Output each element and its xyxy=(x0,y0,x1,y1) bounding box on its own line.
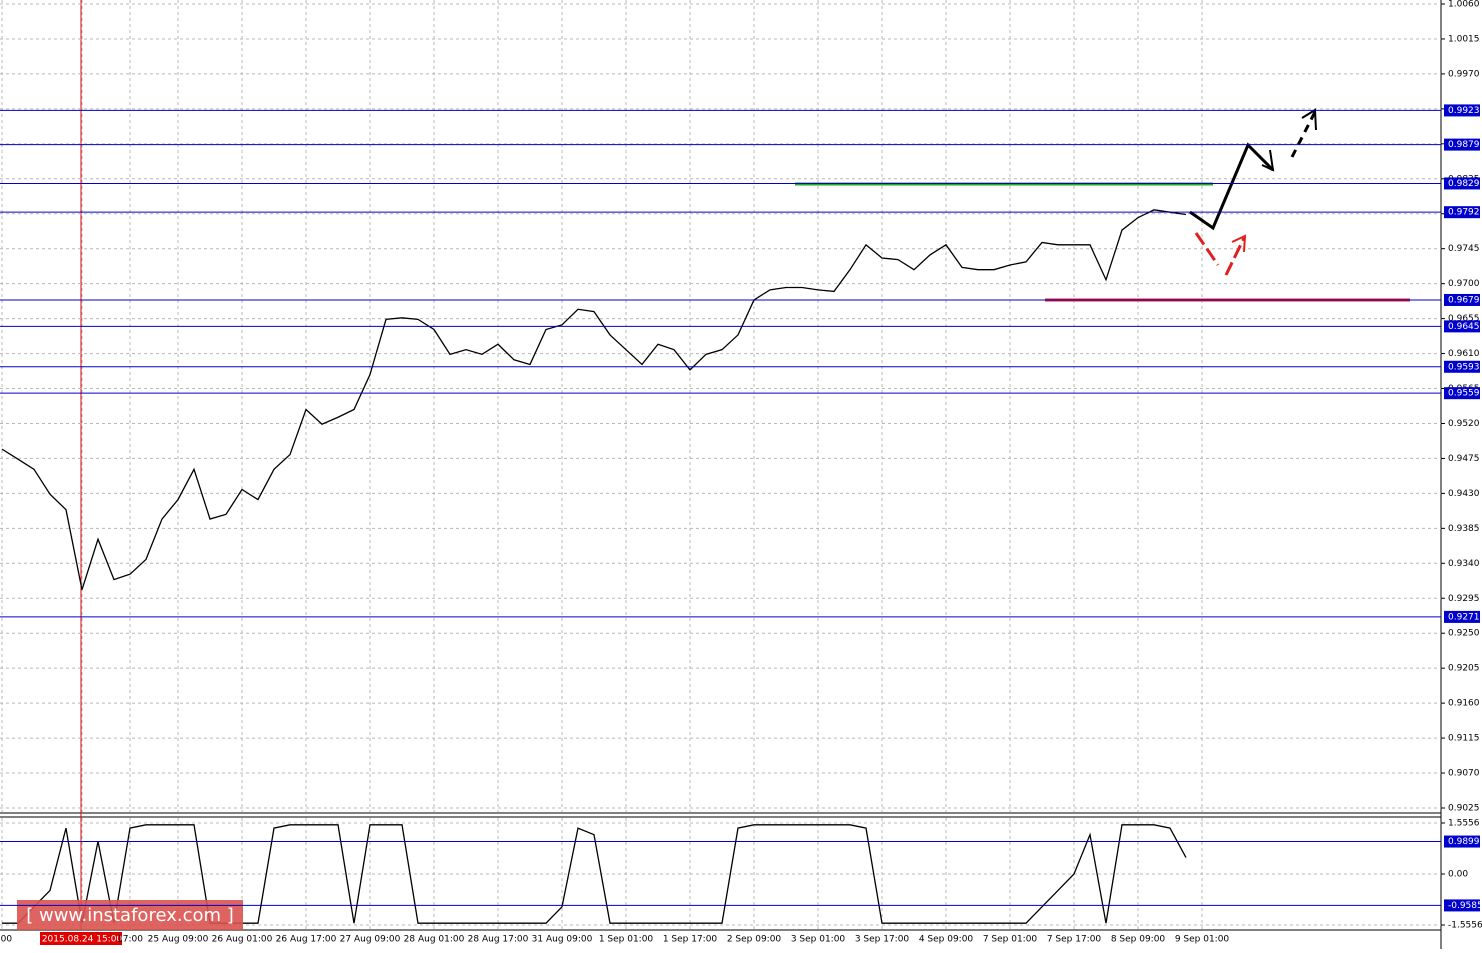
level-label-bg xyxy=(1444,177,1480,190)
x-tick-label: 9 Sep 01:00 xyxy=(1175,935,1230,945)
crosshair-label-bg xyxy=(40,932,122,945)
y-tick-label: 0.9340 xyxy=(1448,559,1480,569)
x-tick-label: 3 Sep 17:00 xyxy=(855,935,910,945)
x-tick-label: 31 Aug 09:00 xyxy=(532,935,593,945)
level-label-bg xyxy=(1444,320,1480,333)
x-tick-label: 8 Sep 09:00 xyxy=(1111,935,1166,945)
level-label-bg xyxy=(1444,293,1480,306)
arrow-head xyxy=(1231,234,1247,253)
level-label-bg xyxy=(1444,610,1480,623)
y-tick-label: 0.9655 xyxy=(1448,314,1480,324)
y-tick-label: 0.9970 xyxy=(1448,69,1480,79)
y-tick-label: 0.00 xyxy=(1448,870,1468,880)
level-label: 0.9792 xyxy=(1448,208,1480,218)
x-tick-label: 28 Aug 01:00 xyxy=(404,935,465,945)
level-label: -0.9585 xyxy=(1448,901,1482,911)
watermark-box: [ www.instaforex.com ] xyxy=(17,900,243,930)
level-label-bg xyxy=(1444,899,1480,912)
level-label: 0.9829 xyxy=(1448,179,1480,189)
alt-arrow xyxy=(1194,232,1220,266)
x-tick-label: 4 Sep 09:00 xyxy=(919,935,974,945)
level-label-bg xyxy=(1444,206,1480,219)
x-tick-label: 7 Sep 17:00 xyxy=(1047,935,1102,945)
level-label: 0.9645 xyxy=(1448,322,1480,332)
x-tick-label: 26 Aug 17:00 xyxy=(276,935,337,945)
y-tick-label: 0.9295 xyxy=(1448,594,1480,604)
x-tick-label: 1 Sep 01:00 xyxy=(599,935,654,945)
level-label-bg xyxy=(1444,835,1480,848)
x-tick-label: 3 Sep 01:00 xyxy=(791,935,846,945)
y-tick-label: 0.9610 xyxy=(1448,349,1480,359)
y-tick-label: 0.9205 xyxy=(1448,664,1480,674)
level-label-bg xyxy=(1444,104,1480,117)
y-tick-label: -1.5556 xyxy=(1448,921,1482,931)
y-tick-label: 1.0015 xyxy=(1448,34,1480,44)
forecast-arrow xyxy=(1189,142,1275,231)
x-tick-label: 2 Sep 09:00 xyxy=(727,935,782,945)
level-label: 0.9679 xyxy=(1448,295,1480,305)
forecast-arrow-dashed xyxy=(1290,111,1317,158)
level-label-bg xyxy=(1444,138,1480,151)
level-label: 0.9899 xyxy=(1448,837,1480,847)
arrow-head xyxy=(1261,149,1275,172)
x-tick-label: 28 Aug 17:00 xyxy=(468,935,529,945)
y-tick-label: 0.9475 xyxy=(1448,454,1480,464)
y-tick-label: 0.9520 xyxy=(1448,419,1480,429)
y-tick-label: 1.5556 xyxy=(1448,819,1480,829)
y-tick-label: 0.9430 xyxy=(1448,489,1480,499)
level-label: 0.9593 xyxy=(1448,362,1480,372)
alt-arrow xyxy=(1224,237,1246,276)
y-tick-label: 0.9070 xyxy=(1448,769,1480,779)
price-line xyxy=(2,824,1187,924)
y-tick-label: 1.0060 xyxy=(1448,0,1480,10)
watermark: [ www.instaforex.com ] xyxy=(26,905,234,926)
y-tick-label: 0.9385 xyxy=(1448,524,1480,534)
x-tick-label: 7 Sep 01:00 xyxy=(983,935,1038,945)
x-tick-label: 27 Aug 09:00 xyxy=(340,935,401,945)
y-tick-label: 0.9025 xyxy=(1448,804,1480,814)
y-tick-label: 0.9700 xyxy=(1448,279,1480,289)
level-label: 0.9879 xyxy=(1448,140,1480,150)
price-line xyxy=(1,209,1187,590)
x-tick-label: 2015.08.24 15:00 xyxy=(42,935,123,945)
x-tick-label: 26 Aug 01:00 xyxy=(212,935,273,945)
level-label: 0.9271 xyxy=(1448,612,1480,622)
x-tick-label: 0:00 xyxy=(0,935,12,945)
level-label-bg xyxy=(1444,360,1480,373)
x-tick-label: 1 Sep 17:00 xyxy=(663,935,718,945)
level-label: 0.9923 xyxy=(1448,106,1480,116)
y-tick-label: 0.9250 xyxy=(1448,629,1480,639)
y-tick-label: 0.9115 xyxy=(1448,734,1480,744)
y-tick-label: 0.9160 xyxy=(1448,699,1480,709)
level-label: 0.9559 xyxy=(1448,389,1480,399)
x-tick-label: 25 Aug 09:00 xyxy=(148,935,209,945)
x-tick-label: 17:00 xyxy=(117,935,143,945)
level-label-bg xyxy=(1444,387,1480,400)
y-tick-label: 0.9745 xyxy=(1448,244,1480,254)
